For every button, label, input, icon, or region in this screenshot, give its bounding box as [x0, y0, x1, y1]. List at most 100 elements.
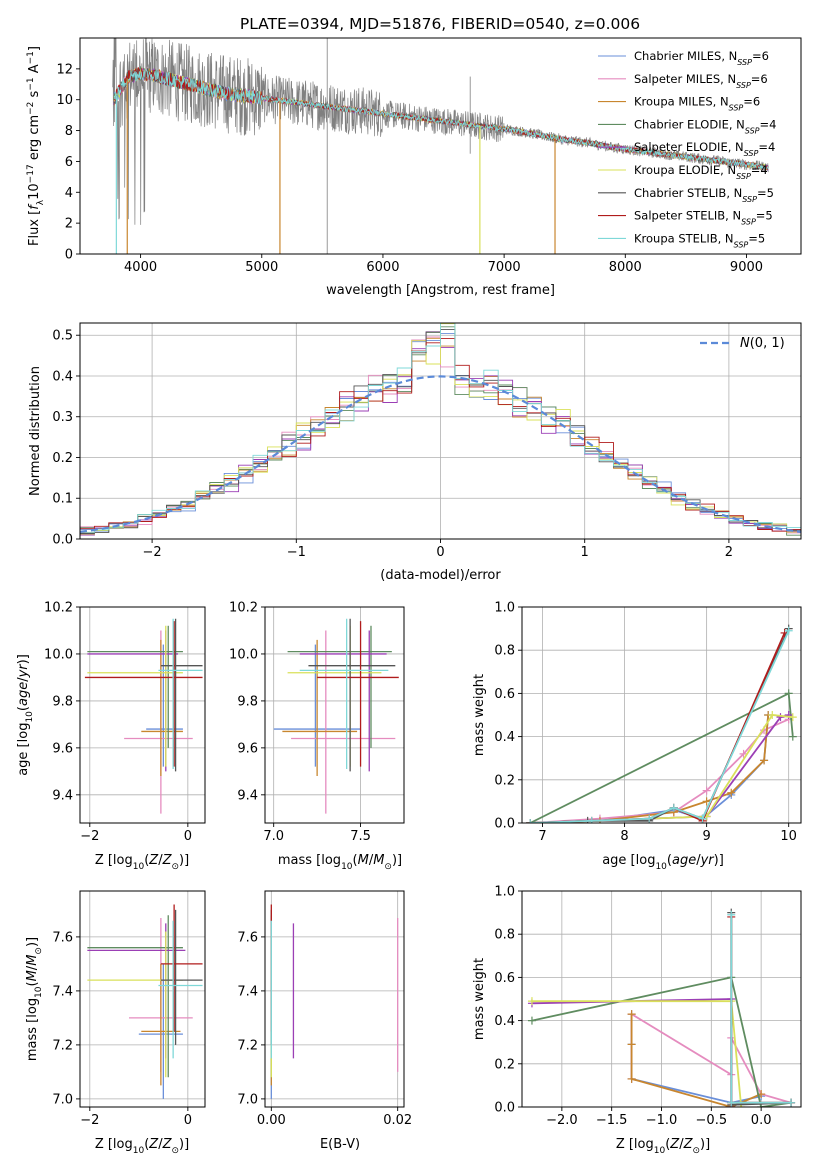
y-tick-label: 0.4 [494, 730, 515, 745]
errorbar-point-7 [317, 621, 399, 767]
panel-mass_vs_Z: −2 0 7.0 7.2 7.4 7.6 Z [log10(Z/Z⊙)] mass [log1… [25, 890, 206, 1156]
x-axis-label: mass [log10(M/M⊙)] [278, 853, 402, 872]
plot-area-residuals [80, 323, 801, 538]
y-tick-label: 0.2 [494, 773, 515, 788]
y-tick-label: 0.2 [494, 1057, 515, 1072]
y-tick-label: 9.6 [237, 741, 258, 756]
errorbar-point-8 [158, 920, 203, 1059]
y-tick-label: 7.0 [237, 1092, 258, 1107]
y-tick-label: 7.4 [237, 984, 258, 999]
errorbar-point-6 [308, 618, 396, 772]
axes-frame [79, 890, 206, 1108]
weight-series-3 [531, 976, 792, 1107]
weight-marker [788, 732, 797, 741]
plot-area-mass_vs_ebv [270, 904, 399, 1099]
errorbar-point-3 [87, 915, 183, 1078]
x-tick-label: 0.02 [383, 1113, 412, 1128]
weight-marker [669, 803, 678, 812]
errorbar-point-1 [291, 630, 396, 814]
weight-marker [587, 816, 596, 823]
weight-marker [698, 814, 707, 823]
errorbar-point-8 [299, 618, 389, 769]
panel-age_vs_Z: −2 0 9.4 9.6 9.8 10.0 10.2 Z [log10(Z/Z⊙)] age [… [16, 601, 206, 872]
errorbar-point-4 [299, 630, 387, 772]
weight-marker [527, 1016, 536, 1025]
legend-label-8: Kroupa STELIB, NSSP=5 [634, 231, 765, 249]
x-axis-label: Z [log10(Z/Z⊙)] [95, 1137, 189, 1156]
weight-marker [627, 1074, 636, 1083]
y-tick-label: 2 [65, 217, 73, 232]
x-tick-label: −0.5 [696, 1113, 728, 1128]
weight-marker [527, 997, 536, 1006]
plot-area-massweight_vs_age [526, 624, 797, 823]
y-axis-label: mass weight [472, 674, 487, 756]
weight-marker [727, 788, 736, 797]
x-tick-label: 2 [725, 545, 733, 560]
y-tick-label: 0.0 [494, 817, 515, 832]
x-tick-label: 5000 [245, 260, 278, 275]
y-axis-label: Normed distribution [28, 366, 43, 496]
y-tick-label: 7.4 [52, 984, 73, 999]
panel-residuals: −2 −1 0 1 2 0.0 0.1 0.2 0.3 0.4 0.5 N(0, 1) (data-mo… [28, 322, 802, 583]
y-tick-label: 10.0 [229, 647, 258, 662]
legend-label-3: Chabrier ELODIE, NSSP=4 [634, 117, 776, 135]
y-tick-label: 7.2 [52, 1038, 73, 1053]
model-spectrum-8 [113, 69, 769, 170]
y-tick-label: 9.4 [237, 788, 258, 803]
panel-age_vs_mass: 7.0 7.5 9.4 9.6 9.8 10.0 10.2 mass [log10(M/M⊙)… [229, 601, 405, 872]
y-tick-label: 0.0 [494, 1101, 515, 1116]
x-tick-label: 7000 [488, 260, 521, 275]
plot-area-age_vs_mass [273, 618, 399, 814]
weight-marker [768, 711, 777, 719]
x-tick-label: 7.5 [350, 829, 371, 844]
x-axis-label: age [log10(age/yr)] [602, 853, 724, 872]
x-axis-label: Z [log10(Z/Z⊙)] [616, 1137, 710, 1156]
errorbar-point-3 [287, 625, 392, 748]
y-tick-label: 9.8 [237, 694, 258, 709]
y-tick-label: 0.8 [494, 928, 515, 943]
weight-marker [645, 814, 654, 823]
residual-histogram-8 [80, 323, 801, 534]
y-tick-label: 0.5 [52, 329, 73, 344]
plot-area-mass_vs_Z [87, 904, 203, 1099]
weight-series-8 [530, 630, 790, 823]
y-tick-label: 8 [65, 124, 73, 139]
y-tick-label: 7.6 [237, 930, 258, 945]
x-axis-label: Z [log10(Z/Z⊙)] [95, 853, 189, 872]
x-tick-label: 0.00 [257, 1113, 286, 1128]
x-tick-label: −2 [143, 545, 162, 560]
y-tick-label: 10.0 [44, 647, 73, 662]
x-tick-label: −2.0 [546, 1113, 578, 1128]
y-tick-label: 0.8 [494, 644, 515, 659]
errorbar-point-7 [160, 904, 203, 1032]
x-tick-label: −1 [287, 545, 306, 560]
y-tick-label: 9.6 [52, 741, 73, 756]
panel-massweight_vs_Z: −2.0 −1.5 −1.0 −0.5 0.0 0.0 0.2 0.4 0.6 0.8 1.0 Z [… [472, 885, 802, 1156]
x-tick-label: −2 [80, 1113, 99, 1128]
y-tick-label: 0.0 [52, 533, 73, 548]
panel-mass_vs_ebv: 0.00 0.02 7.0 7.2 7.4 7.6 E(B-V) [237, 890, 412, 1152]
y-tick-label: 0.4 [494, 1014, 515, 1029]
y-tick-label: 9.8 [52, 694, 73, 709]
y-tick-label: 9.4 [52, 788, 73, 803]
y-tick-label: 12 [56, 62, 73, 77]
plot-area-massweight_vs_Z [527, 908, 796, 1107]
y-tick-label: 0.1 [52, 492, 73, 507]
weight-marker [727, 1098, 736, 1107]
gaussian-curve [80, 375, 801, 533]
x-tick-label: 10 [780, 829, 797, 844]
x-tick-label: 0 [184, 1113, 192, 1128]
panel-massweight_vs_age: 7 8 9 10 0.0 0.2 0.4 0.6 0.8 1.0 age [log10(age/yr… [472, 601, 802, 872]
errorbar-point-0 [146, 644, 183, 767]
y-axis-label: age [log10(age/yr)] [16, 654, 35, 776]
y-tick-label: 10 [56, 93, 73, 108]
legend-label-5: Kroupa ELODIE, NSSP=4 [634, 163, 768, 181]
x-axis-label: (data-model)/error [380, 568, 501, 583]
legend-label-7: Salpeter STELIB, NSSP=5 [634, 209, 773, 227]
x-tick-label: 0 [436, 545, 444, 560]
axes-frame [79, 37, 802, 255]
weight-marker [760, 756, 769, 765]
y-tick-label: 6 [65, 155, 73, 170]
y-axis-label: mass [log10(M/M⊙)] [25, 937, 44, 1061]
